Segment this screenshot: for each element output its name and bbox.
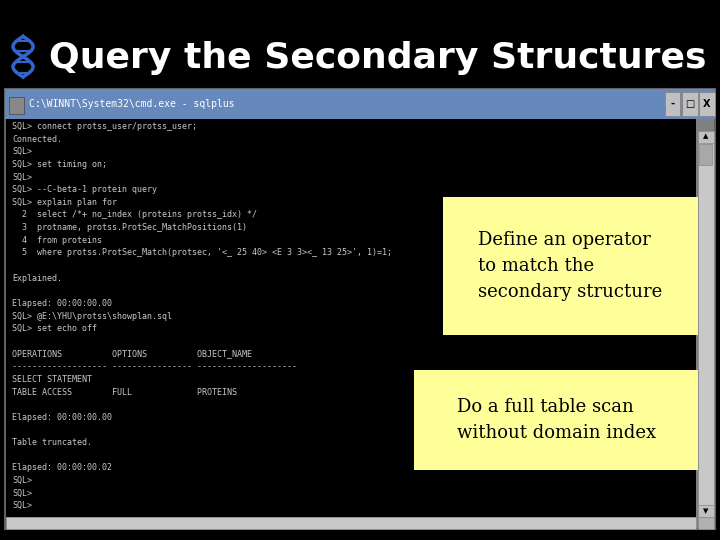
FancyBboxPatch shape xyxy=(682,92,698,116)
FancyBboxPatch shape xyxy=(9,97,24,114)
FancyBboxPatch shape xyxy=(6,517,696,529)
Text: SQL> explain plan for: SQL> explain plan for xyxy=(12,198,117,207)
Text: SQL> set echo off: SQL> set echo off xyxy=(12,325,97,333)
FancyBboxPatch shape xyxy=(698,505,714,517)
Text: SQL>: SQL> xyxy=(12,489,32,498)
FancyBboxPatch shape xyxy=(414,370,698,470)
FancyBboxPatch shape xyxy=(5,89,715,119)
Text: SQL> connect protss_user/protss_user;: SQL> connect protss_user/protss_user; xyxy=(12,122,197,131)
FancyBboxPatch shape xyxy=(665,92,680,116)
Text: Define an operator
to match the
secondary structure: Define an operator to match the secondar… xyxy=(479,231,662,301)
Text: ▲: ▲ xyxy=(703,133,708,140)
Text: Table truncated.: Table truncated. xyxy=(12,438,92,447)
Text: Elapsed: 00:00:00.02: Elapsed: 00:00:00.02 xyxy=(12,463,112,472)
Text: 3  protname, protss.ProtSec_MatchPositions(1): 3 protname, protss.ProtSec_MatchPosition… xyxy=(12,223,247,232)
Text: Elapsed: 00:00:00.00: Elapsed: 00:00:00.00 xyxy=(12,299,112,308)
FancyBboxPatch shape xyxy=(698,517,714,529)
Text: SQL> --C-beta-1 protein query: SQL> --C-beta-1 protein query xyxy=(12,185,157,194)
Text: SQL>: SQL> xyxy=(12,476,32,485)
FancyBboxPatch shape xyxy=(698,131,714,517)
Text: SQL>: SQL> xyxy=(12,147,32,156)
Text: Explained.: Explained. xyxy=(12,274,62,283)
FancyBboxPatch shape xyxy=(698,131,714,143)
Text: -: - xyxy=(670,99,675,109)
Text: ▼: ▼ xyxy=(703,508,708,515)
Text: □: □ xyxy=(685,99,694,109)
FancyBboxPatch shape xyxy=(5,89,715,529)
Text: 4  from proteins: 4 from proteins xyxy=(12,236,102,245)
Text: X: X xyxy=(703,99,711,109)
Text: SQL>: SQL> xyxy=(12,172,32,181)
Text: SQL> @E:\YHU\protss\showplan.sql: SQL> @E:\YHU\protss\showplan.sql xyxy=(12,312,172,321)
Text: C:\WINNT\System32\cmd.exe - sqlplus: C:\WINNT\System32\cmd.exe - sqlplus xyxy=(29,99,235,109)
Text: Do a full table scan
without domain index: Do a full table scan without domain inde… xyxy=(456,397,656,442)
Text: Elapsed: 00:00:00.00: Elapsed: 00:00:00.00 xyxy=(12,413,112,422)
Text: TABLE ACCESS        FULL             PROTEINS: TABLE ACCESS FULL PROTEINS xyxy=(12,388,238,396)
Text: Query the Secondary Structures: Query the Secondary Structures xyxy=(49,41,706,75)
FancyBboxPatch shape xyxy=(443,197,698,335)
Text: SQL> set timing on;: SQL> set timing on; xyxy=(12,160,107,169)
Text: SQL>: SQL> xyxy=(12,502,32,510)
FancyBboxPatch shape xyxy=(699,144,712,165)
Text: 5  where protss.ProtSec_Match(protsec, '<_ 25 40> <E 3 3><_ 13 25>', 1)=1;: 5 where protss.ProtSec_Match(protsec, '<… xyxy=(12,248,392,258)
Text: ------------------- ---------------- --------------------: ------------------- ---------------- ---… xyxy=(12,362,297,372)
FancyBboxPatch shape xyxy=(6,119,696,517)
Text: Connected.: Connected. xyxy=(12,134,62,144)
Text: OPERATIONS          OPTIONS          OBJECT_NAME: OPERATIONS OPTIONS OBJECT_NAME xyxy=(12,349,252,359)
Text: SELECT STATEMENT: SELECT STATEMENT xyxy=(12,375,92,384)
Text: 2  select /*+ no_index (proteins protss_idx) */: 2 select /*+ no_index (proteins protss_i… xyxy=(12,211,257,219)
FancyBboxPatch shape xyxy=(699,92,715,116)
